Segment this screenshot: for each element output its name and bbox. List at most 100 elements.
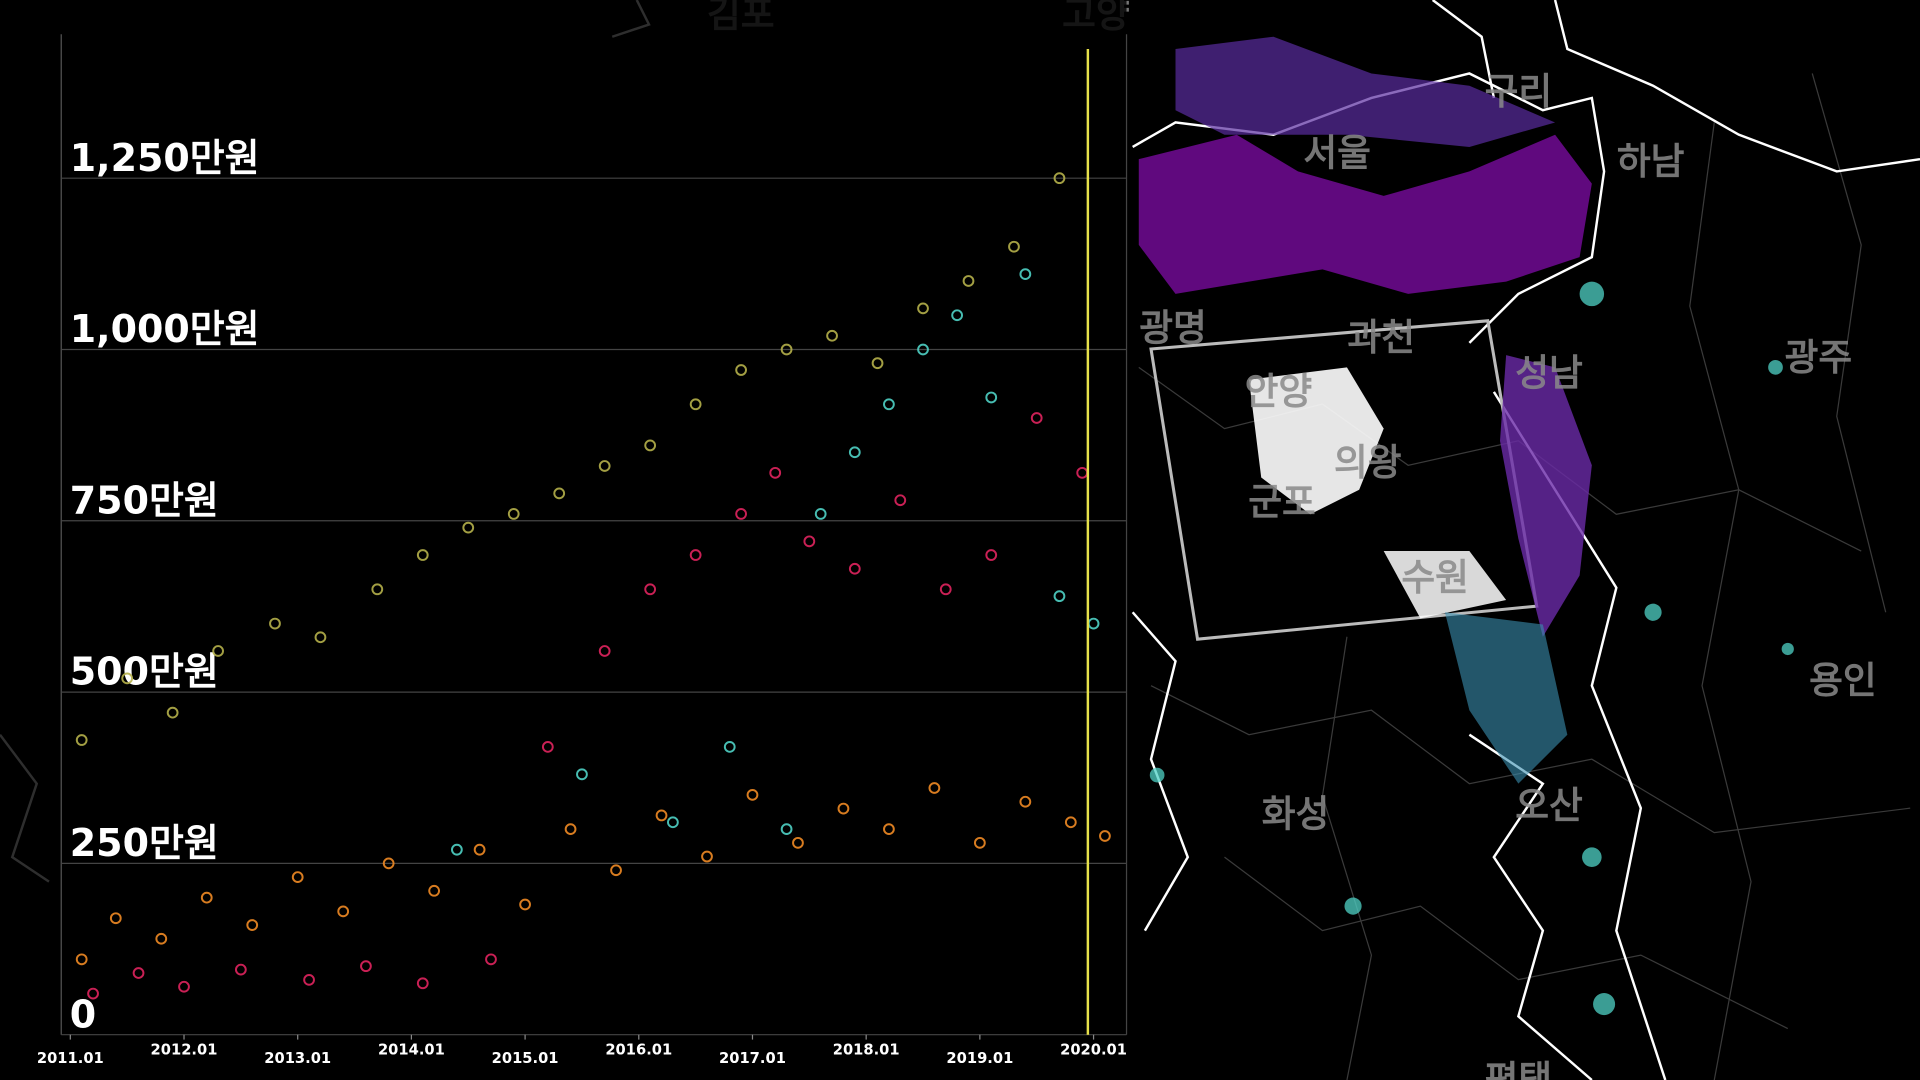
point [928,782,941,794]
price-dot [1582,847,1602,867]
x-tick-label: 2020.01 [1060,1041,1127,1058]
point [109,912,122,925]
price-region [1248,367,1384,515]
map-label: 성남 [1515,352,1583,395]
point [723,741,736,753]
point [473,843,486,856]
point [951,309,964,322]
point [1019,268,1032,280]
point [576,768,588,781]
point [803,535,816,548]
y-tick-label: 750만원 [70,478,219,522]
map-label: 오산 [1515,784,1583,827]
map-label: 용인 [1809,659,1877,702]
point [1053,172,1066,185]
district-line [1321,636,1373,1080]
point [689,549,702,561]
map-label: 안양 [1245,370,1313,413]
price-region [1175,36,1556,147]
point [507,508,520,520]
point [871,357,884,370]
y-tick-label: 1,250만원 [70,136,260,180]
point [792,836,804,849]
point [450,843,463,856]
x-tick-label: 2011.01 [37,1050,104,1067]
price-dot [1344,897,1362,915]
map-label: 의왕 [1334,441,1402,484]
point [780,823,793,836]
price-dot [1781,642,1794,656]
point [75,734,88,746]
point [644,583,657,596]
point [598,460,611,472]
point [553,487,566,500]
y-tick-label: 250만원 [70,821,219,865]
price-dot [1768,360,1783,375]
point [848,446,861,459]
price-region [1444,612,1568,784]
map-label: 군포 [1248,480,1316,523]
point [132,967,145,979]
point [485,953,497,966]
city-border [1468,733,1593,1080]
point [689,398,702,411]
x-tick-label: 2013.01 [264,1050,331,1067]
point [178,980,190,993]
point [382,857,395,870]
x-tick-label: 2014.01 [378,1041,445,1058]
point [917,343,929,356]
point [769,466,782,479]
district-line [1138,366,1862,552]
point [848,562,861,575]
point [644,439,657,452]
point [894,494,907,507]
point [246,919,259,931]
point [985,549,998,561]
point [416,549,429,561]
point [826,329,838,342]
price-region [1500,355,1592,637]
point [883,398,895,411]
point [780,343,793,356]
point [837,802,850,815]
map-label: 평택 [1485,1058,1553,1080]
x-tick-label: 2019.01 [946,1050,1013,1067]
point [416,977,429,990]
price-region [1383,551,1507,619]
district-line [1689,122,1752,1080]
point [883,823,895,836]
point [1008,240,1020,253]
price-region [1138,134,1592,294]
price-dot [1644,603,1662,621]
point [939,583,952,596]
point [155,932,168,945]
price-dot [1149,767,1165,783]
point [337,905,350,918]
point [371,583,384,596]
point [1053,590,1066,603]
point [121,672,134,685]
point [1064,816,1077,829]
point [735,508,747,520]
map-label: 과천 [1347,316,1415,359]
point [655,809,668,822]
city-border [1553,0,1920,173]
point [462,521,475,534]
district-line [1150,685,1911,834]
price-dots [1149,281,1794,1016]
chart: 0 250만원 500만원 750만원 1,000만원 1,250만원 2011.01 201… [37,34,1128,1067]
x-tick-label: 2017.01 [719,1050,786,1067]
point [985,391,998,404]
point [75,953,88,966]
point [746,788,759,801]
point [519,898,531,911]
point [541,741,554,753]
map-label: 구리 [1485,70,1553,113]
district-line [1811,73,1887,613]
point [973,836,986,849]
point [360,960,372,973]
chart-backdrop [0,0,1127,1080]
price-dot [1593,993,1616,1016]
